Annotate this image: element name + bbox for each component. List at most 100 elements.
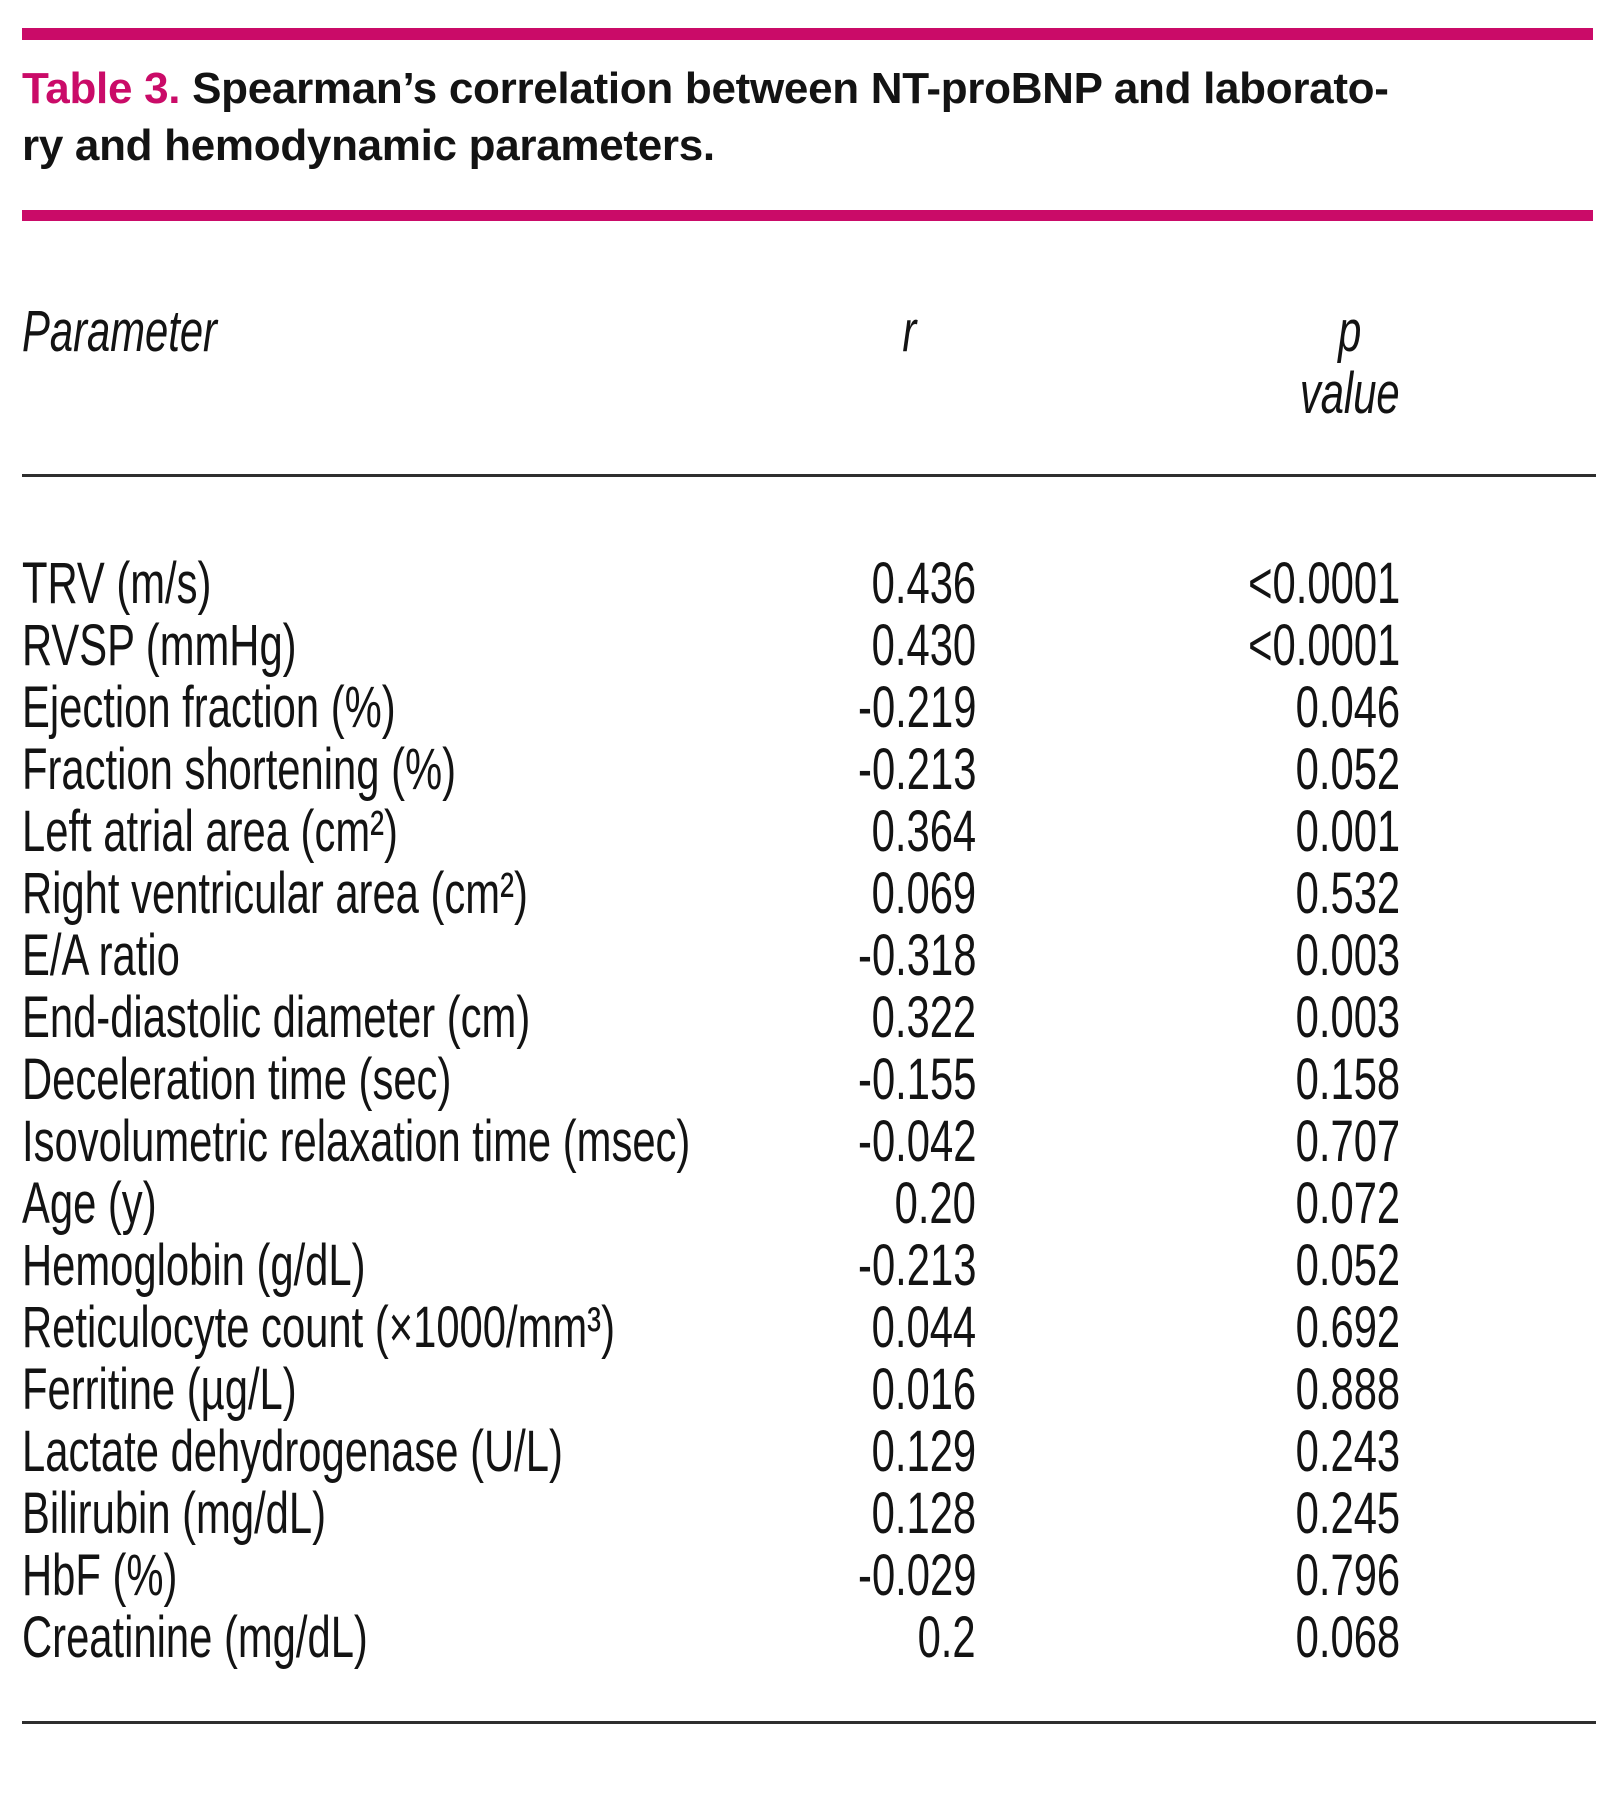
header-r-label: r: [902, 299, 916, 364]
p-value-cell: 0.052: [1295, 1232, 1400, 1298]
p-value-cell-container: 0.003: [976, 984, 1400, 1051]
parameter-cell: Ejection fraction (%): [22, 674, 396, 740]
parameter-cell-container: E/A ratio: [22, 922, 582, 989]
table-row: Right ventricular area (cm²) 0.069 0.532: [22, 860, 1593, 927]
parameter-cell-container: Age (y): [22, 1170, 582, 1237]
r-value-cell: 0.069: [871, 860, 976, 926]
r-value-cell-container: 0.364: [582, 798, 976, 865]
parameter-cell: HbF (%): [22, 1542, 178, 1608]
header-parameter-cell: Parameter: [22, 301, 582, 363]
r-value-cell: -0.029: [857, 1542, 976, 1608]
parameter-cell-container: RVSP (mmHg): [22, 612, 582, 679]
p-value-cell: 0.003: [1295, 984, 1400, 1050]
p-value-cell-container: 0.888: [976, 1356, 1400, 1423]
table-title-line2: ry and hemodynamic parameters.: [22, 121, 715, 170]
p-value-cell: <0.0001: [1247, 612, 1400, 678]
table-row: Reticulocyte count (×1000/mm³) 0.044 0.692: [22, 1294, 1593, 1361]
p-value-cell-container: 0.072: [976, 1170, 1400, 1237]
parameter-cell: TRV (m/s): [22, 550, 212, 616]
parameter-cell-container: End-diastolic diameter (cm): [22, 984, 582, 1051]
parameter-cell-container: HbF (%): [22, 1542, 582, 1609]
table-row: Age (y) 0.20 0.072: [22, 1170, 1593, 1237]
p-value-cell: <0.0001: [1247, 550, 1400, 616]
header-value-line: value: [1300, 361, 1400, 426]
p-value-cell-container: 0.707: [976, 1108, 1400, 1175]
parameter-cell-container: Lactate dehydrogenase (U/L): [22, 1418, 582, 1485]
parameter-cell-container: Reticulocyte count (×1000/mm³): [22, 1294, 615, 1361]
table-row: Deceleration time (sec) -0.155 0.158: [22, 1046, 1593, 1113]
table-number-label: Table 3.: [22, 64, 181, 113]
p-value-cell-container: 0.796: [976, 1542, 1400, 1609]
p-value-cell: 0.888: [1295, 1356, 1400, 1422]
table-row: Bilirubin (mg/dL) 0.128 0.245: [22, 1480, 1593, 1547]
p-value-cell-container: 0.046: [976, 674, 1400, 741]
parameter-cell: Ferritine (µg/L): [22, 1356, 297, 1422]
table-row: RVSP (mmHg) 0.430 <0.0001: [22, 612, 1593, 679]
p-value-cell: 0.692: [1295, 1294, 1400, 1360]
p-value-cell-container: <0.0001: [976, 612, 1400, 679]
table-row: TRV (m/s) 0.436 <0.0001: [22, 550, 1593, 617]
table-row: End-diastolic diameter (cm) 0.322 0.003: [22, 984, 1593, 1051]
r-value-cell-container: 0.044: [582, 1294, 976, 1361]
table-row: Lactate dehydrogenase (U/L) 0.129 0.243: [22, 1418, 1593, 1485]
r-value-cell: -0.213: [857, 736, 976, 802]
r-value-cell-container: -0.042: [582, 1108, 976, 1175]
table-body: TRV (m/s) 0.436 <0.0001 RVSP (mmHg) 0.430 <0.…: [22, 550, 1593, 1671]
p-value-cell-container: <0.0001: [976, 550, 1400, 617]
r-value-cell-container: -0.219: [582, 674, 976, 741]
p-value-cell-container: 0.158: [976, 1046, 1400, 1113]
r-value-cell: 0.2: [917, 1604, 976, 1670]
r-value-cell: -0.213: [857, 1232, 976, 1298]
r-value-cell-container: 0.016: [582, 1356, 976, 1423]
header-r-cell: r: [582, 301, 976, 363]
header-parameter-label: Parameter: [22, 299, 217, 364]
p-value-cell: 0.072: [1295, 1170, 1400, 1236]
p-value-cell-container: 0.003: [976, 922, 1400, 989]
r-value-cell-container: 0.430: [582, 612, 976, 679]
r-value-cell: 0.20: [894, 1170, 976, 1236]
parameter-cell: Reticulocyte count (×1000/mm³): [22, 1294, 616, 1360]
p-value-cell-container: 0.245: [976, 1480, 1400, 1547]
r-value-cell: 0.436: [871, 550, 976, 616]
parameter-cell: Bilirubin (mg/dL): [22, 1480, 327, 1546]
p-value-cell-container: 0.532: [976, 860, 1400, 927]
p-value-cell: 0.003: [1295, 922, 1400, 988]
p-value-cell-container: 0.001: [976, 798, 1400, 865]
r-value-cell-container: 0.128: [582, 1480, 976, 1547]
bottom-rule: [22, 1721, 1596, 1724]
parameter-cell-container: Isovolumetric relaxation time (msec): [22, 1108, 690, 1175]
p-value-cell: 0.046: [1295, 674, 1400, 740]
p-value-cell-container: 0.243: [976, 1418, 1400, 1485]
r-value-cell-container: 0.2: [582, 1604, 976, 1671]
r-value-cell-container: 0.20: [582, 1170, 976, 1237]
parameter-cell-container: Bilirubin (mg/dL): [22, 1480, 582, 1547]
r-value-cell: -0.318: [857, 922, 976, 988]
table-row: Left atrial area (cm²) 0.364 0.001: [22, 798, 1593, 865]
table-row: Creatinine (mg/dL) 0.2 0.068: [22, 1604, 1593, 1671]
table-row: Ejection fraction (%) -0.219 0.046: [22, 674, 1593, 741]
p-value-cell-container: 0.052: [976, 1232, 1400, 1299]
parameter-cell-container: Fraction shortening (%): [22, 736, 582, 803]
parameter-cell: Lactate dehydrogenase (U/L): [22, 1418, 563, 1484]
p-value-cell: 0.532: [1295, 860, 1400, 926]
parameter-cell: E/A ratio: [22, 922, 180, 988]
parameter-cell-container: TRV (m/s): [22, 550, 582, 617]
table-row: Ferritine (µg/L) 0.016 0.888: [22, 1356, 1593, 1423]
r-value-cell-container: -0.213: [582, 736, 976, 803]
r-value-cell-container: -0.213: [582, 1232, 976, 1299]
p-value-cell: 0.243: [1295, 1418, 1400, 1484]
r-value-cell: 0.128: [871, 1480, 976, 1546]
header-divider-rule: [22, 474, 1596, 477]
parameter-cell-container: Right ventricular area (cm²): [22, 860, 582, 927]
r-value-cell: 0.016: [871, 1356, 976, 1422]
r-value-cell: -0.155: [857, 1046, 976, 1112]
parameter-cell-container: Left atrial area (cm²): [22, 798, 582, 865]
parameter-cell-container: Hemoglobin (g/dL): [22, 1232, 582, 1299]
parameter-cell-container: Creatinine (mg/dL): [22, 1604, 582, 1671]
parameter-cell-container: Deceleration time (sec): [22, 1046, 582, 1113]
table-title-line1: Spearman’s correlation between NT-proBNP…: [192, 64, 1389, 113]
r-value-cell: -0.042: [857, 1108, 976, 1174]
p-value-cell: 0.245: [1295, 1480, 1400, 1546]
p-value-cell: 0.001: [1295, 798, 1400, 864]
